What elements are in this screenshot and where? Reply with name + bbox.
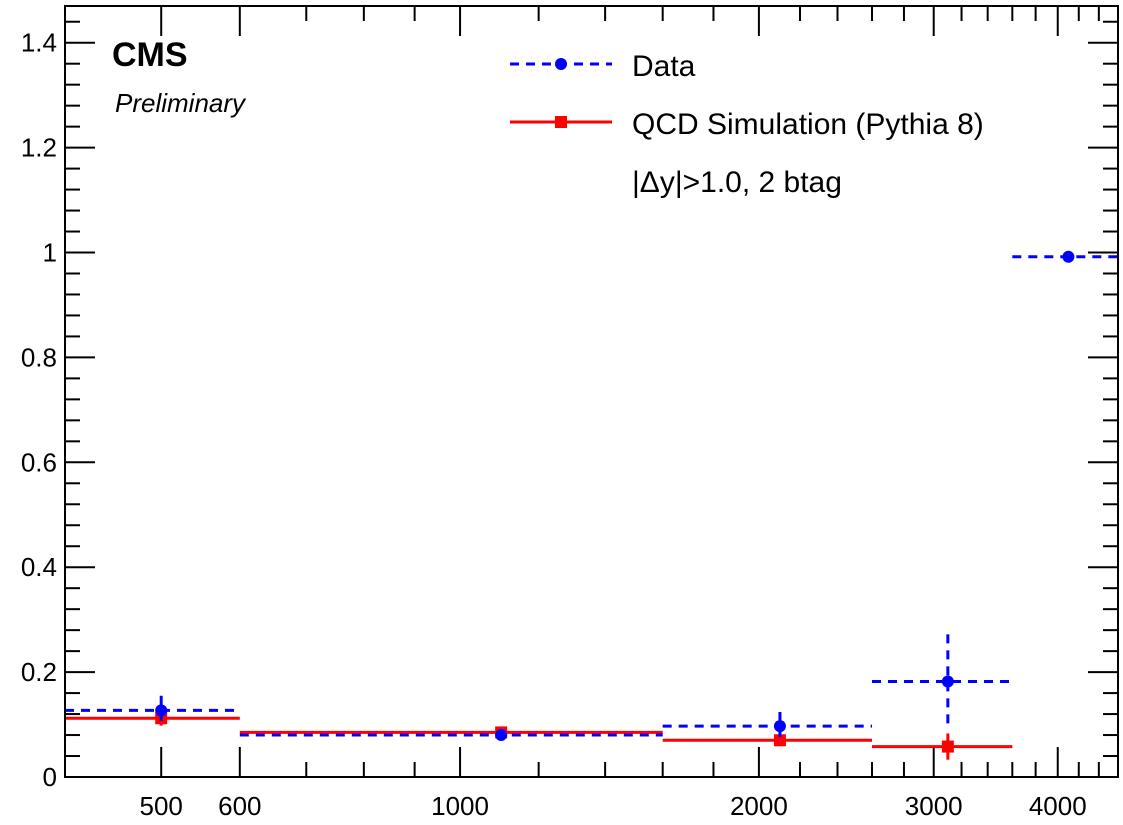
x-tick-label: 4000 xyxy=(1029,791,1087,821)
legend-entry-data: Data xyxy=(510,50,696,83)
y-tick-label: 1.2 xyxy=(21,133,57,163)
status-label: Preliminary xyxy=(115,88,247,118)
x-tick-label: 600 xyxy=(218,791,261,821)
data-point xyxy=(495,729,508,742)
legend: Data QCD Simulation (Pythia 8) |Δy|>1.0,… xyxy=(510,50,984,199)
y-tick-label: 0 xyxy=(43,762,57,792)
data-bin xyxy=(662,711,873,741)
data-point xyxy=(155,704,168,717)
y-tick-labels: 0 0.2 0.4 0.6 0.8 1 1.2 1.4 xyxy=(21,28,57,792)
selection-label: |Δy|>1.0, 2 btag xyxy=(632,166,842,199)
legend-simulation-marker xyxy=(555,116,567,128)
data-series xyxy=(65,250,1118,760)
y-tick-label: 1 xyxy=(43,238,57,268)
data-bin xyxy=(1012,250,1118,263)
data-point xyxy=(941,675,954,688)
y-tick-label: 0.8 xyxy=(21,342,57,372)
legend-entry-simulation: QCD Simulation (Pythia 8) xyxy=(510,108,984,141)
simulation-bin xyxy=(662,734,873,747)
data-bin xyxy=(65,695,240,726)
experiment-label: CMS xyxy=(112,36,188,74)
y-tick-label: 0.4 xyxy=(21,552,57,582)
x-tick-label: 2000 xyxy=(730,791,788,821)
x-tick-label: 3000 xyxy=(905,791,963,821)
x-tick-labels: 500 600 1000 2000 3000 4000 xyxy=(140,791,1087,821)
legend-simulation-label: QCD Simulation (Pythia 8) xyxy=(632,108,984,141)
x-tick-label: 500 xyxy=(140,791,183,821)
data-bin xyxy=(239,729,663,742)
data-point xyxy=(1062,250,1075,263)
simulation-bin xyxy=(239,726,663,739)
simulation-bin xyxy=(65,710,240,726)
x-tick-label: 1000 xyxy=(431,791,489,821)
simulation-bin xyxy=(872,733,1013,760)
legend-data-label: Data xyxy=(632,50,696,83)
simulation-point xyxy=(941,740,954,753)
y-tick-label: 0.2 xyxy=(21,657,57,687)
data-bin xyxy=(872,634,1013,729)
y-tick-label: 0.6 xyxy=(21,447,57,477)
data-point xyxy=(773,720,786,733)
y-tick-label: 1.4 xyxy=(21,28,57,58)
plot-frame xyxy=(64,5,1119,778)
legend-data-marker xyxy=(555,58,567,70)
simulation-point xyxy=(773,734,786,747)
